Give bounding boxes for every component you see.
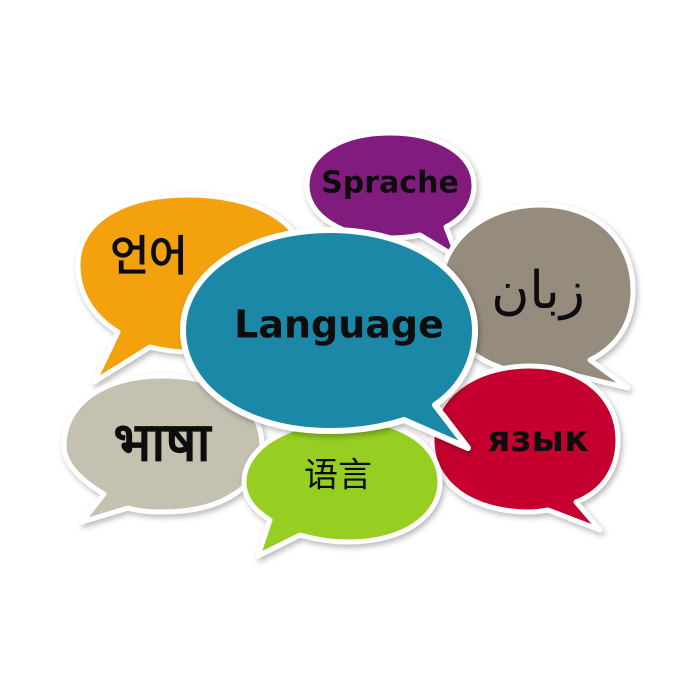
bubble-language-shape bbox=[180, 227, 478, 451]
bubble-language: Language bbox=[180, 227, 478, 451]
bubble-sprache-label: Sprache bbox=[321, 166, 459, 201]
bubble-hindi-shape bbox=[61, 373, 265, 525]
bubble-farsi: زبان bbox=[437, 202, 636, 391]
bubble-chinese-shape bbox=[241, 417, 443, 559]
bubble-russian: язык bbox=[429, 363, 621, 533]
bubble-sprache: Sprache bbox=[304, 130, 477, 261]
bubble-farsi-label: زبان bbox=[491, 261, 585, 321]
bubble-russian-label: язык bbox=[487, 419, 588, 460]
bubble-language-label: Language bbox=[234, 303, 444, 347]
bubble-hindi: भाषा bbox=[61, 373, 265, 525]
bubble-chinese-label: 语言 bbox=[304, 456, 372, 496]
bubble-sprache-shape bbox=[304, 130, 477, 261]
bubble-korean-label: 언어 bbox=[110, 232, 187, 281]
bubble-hindi-label: भाषा bbox=[113, 411, 212, 474]
bubble-chinese: 语言 bbox=[241, 417, 443, 559]
